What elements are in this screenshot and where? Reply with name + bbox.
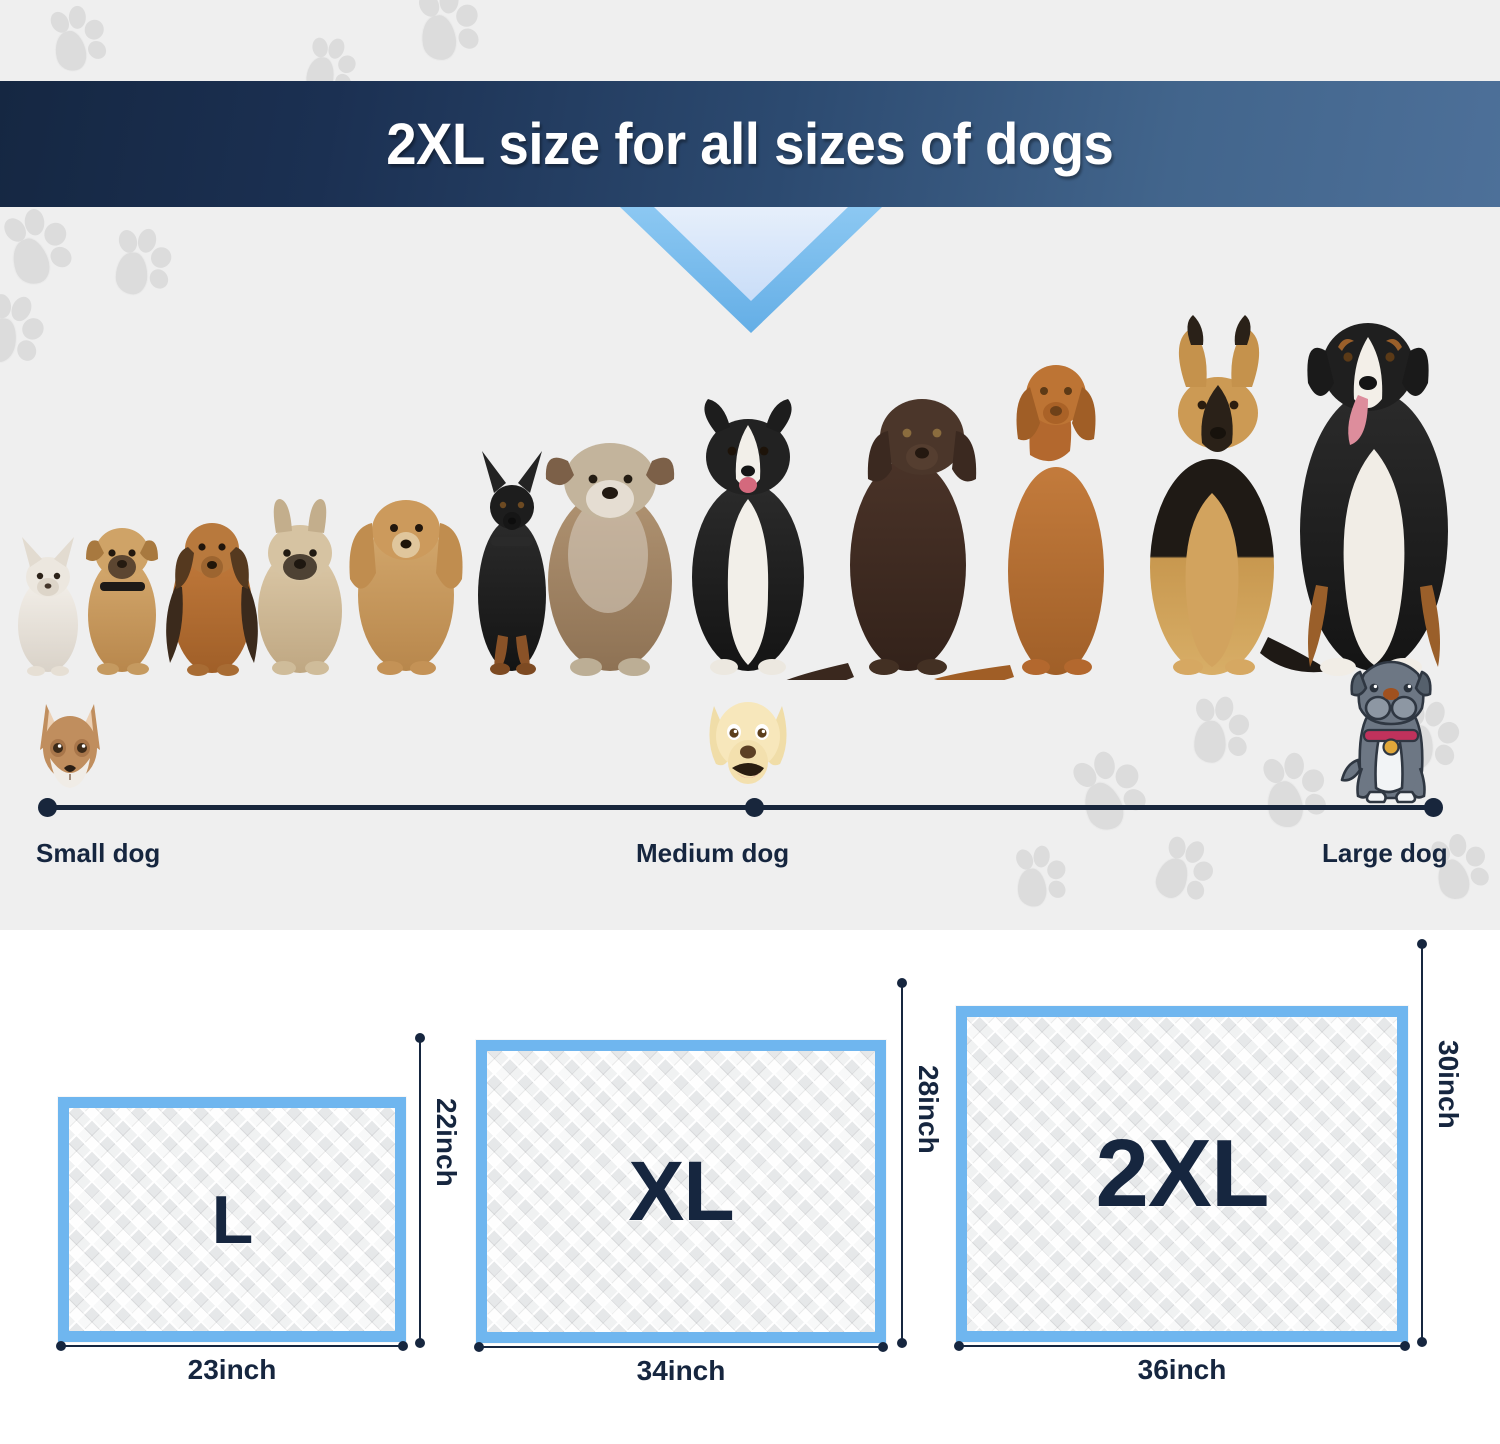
- pad-width-text-2xl: 36inch: [1137, 1354, 1227, 1385]
- dog-english-bulldog: [545, 443, 675, 676]
- pad-width-dimension-2xl: 36inch: [954, 1341, 1410, 1385]
- page-title: 2XL size for all sizes of dogs: [386, 111, 1114, 177]
- pad-width-text-xl: 34inch: [636, 1355, 726, 1386]
- dog-cavalier-king-charles-spaniel: [349, 500, 463, 675]
- ruler-line: [46, 805, 1436, 810]
- pad-surface-xl: XL: [487, 1051, 875, 1332]
- dog-bernese-mountain-dog: [1300, 323, 1448, 676]
- scale-label-medium: Medium dog: [636, 838, 790, 868]
- ruler-dot-large: [1424, 798, 1443, 817]
- dog-chihuahua: [18, 537, 78, 676]
- dog-lineup-photo: [18, 315, 1448, 680]
- header-banner: 2XL size for all sizes of dogs: [0, 81, 1500, 207]
- scale-label-small: Small dog: [36, 838, 161, 868]
- pad-height-text-l: 22inch: [431, 1098, 462, 1187]
- paw-print-icon: [412, 0, 484, 64]
- pad-width-dimension-xl: 34inch: [474, 1342, 888, 1386]
- dog-border-collie: [692, 399, 804, 675]
- pad-height-dimension-l: 22inch: [415, 1033, 462, 1348]
- golden-retriever-face-icon: [709, 702, 787, 784]
- pad-width-dimension-l: 23inch: [56, 1341, 408, 1385]
- pad-width-text-l: 23inch: [187, 1354, 277, 1385]
- pad-surface-l: L: [69, 1108, 395, 1331]
- dog-long-haired-dachshund: [166, 523, 258, 676]
- dog-puggle-puppy: [86, 528, 158, 675]
- chihuahua-face-icon: [40, 704, 100, 788]
- pad-size-comparison-section: L 22inch 23inch XL 28inch 34inch: [0, 930, 1500, 1444]
- ruler-dot-medium: [745, 798, 764, 817]
- pad-height-text-xl: 28inch: [913, 1065, 944, 1154]
- pad-size-label-xl: XL: [628, 1144, 734, 1238]
- down-chevron-arrow-icon: [620, 207, 882, 333]
- dog-miniature-pinscher: [478, 451, 546, 675]
- pad-height-dimension-xl: 28inch: [897, 978, 944, 1348]
- ruler-dot-small: [38, 798, 57, 817]
- dog-chocolate-labrador: [786, 399, 977, 680]
- pad-height-text-2xl: 30inch: [1433, 1040, 1464, 1129]
- pad-surface-2xl: 2XL: [967, 1017, 1397, 1331]
- pee-pad-l: L: [58, 1097, 406, 1342]
- dog-french-bulldog: [258, 499, 342, 675]
- dog-size-scale-ruler: Small dog Medium dog Large dog: [0, 660, 1500, 890]
- paw-print-icon: [44, 4, 112, 76]
- scale-label-large: Large dog: [1322, 838, 1448, 868]
- dog-german-shepherd: [1150, 315, 1330, 675]
- pad-size-label-l: L: [211, 1181, 254, 1258]
- pad-height-dimension-2xl: 30inch: [1417, 939, 1464, 1347]
- pad-size-label-2xl: 2XL: [1095, 1120, 1269, 1227]
- dog-vizsla: [934, 365, 1104, 680]
- pee-pad-xl: XL: [476, 1040, 886, 1343]
- pee-pad-2xl: 2XL: [956, 1006, 1408, 1342]
- paw-print-icon: [0, 204, 80, 292]
- large-gray-dog-icon: [1340, 660, 1432, 804]
